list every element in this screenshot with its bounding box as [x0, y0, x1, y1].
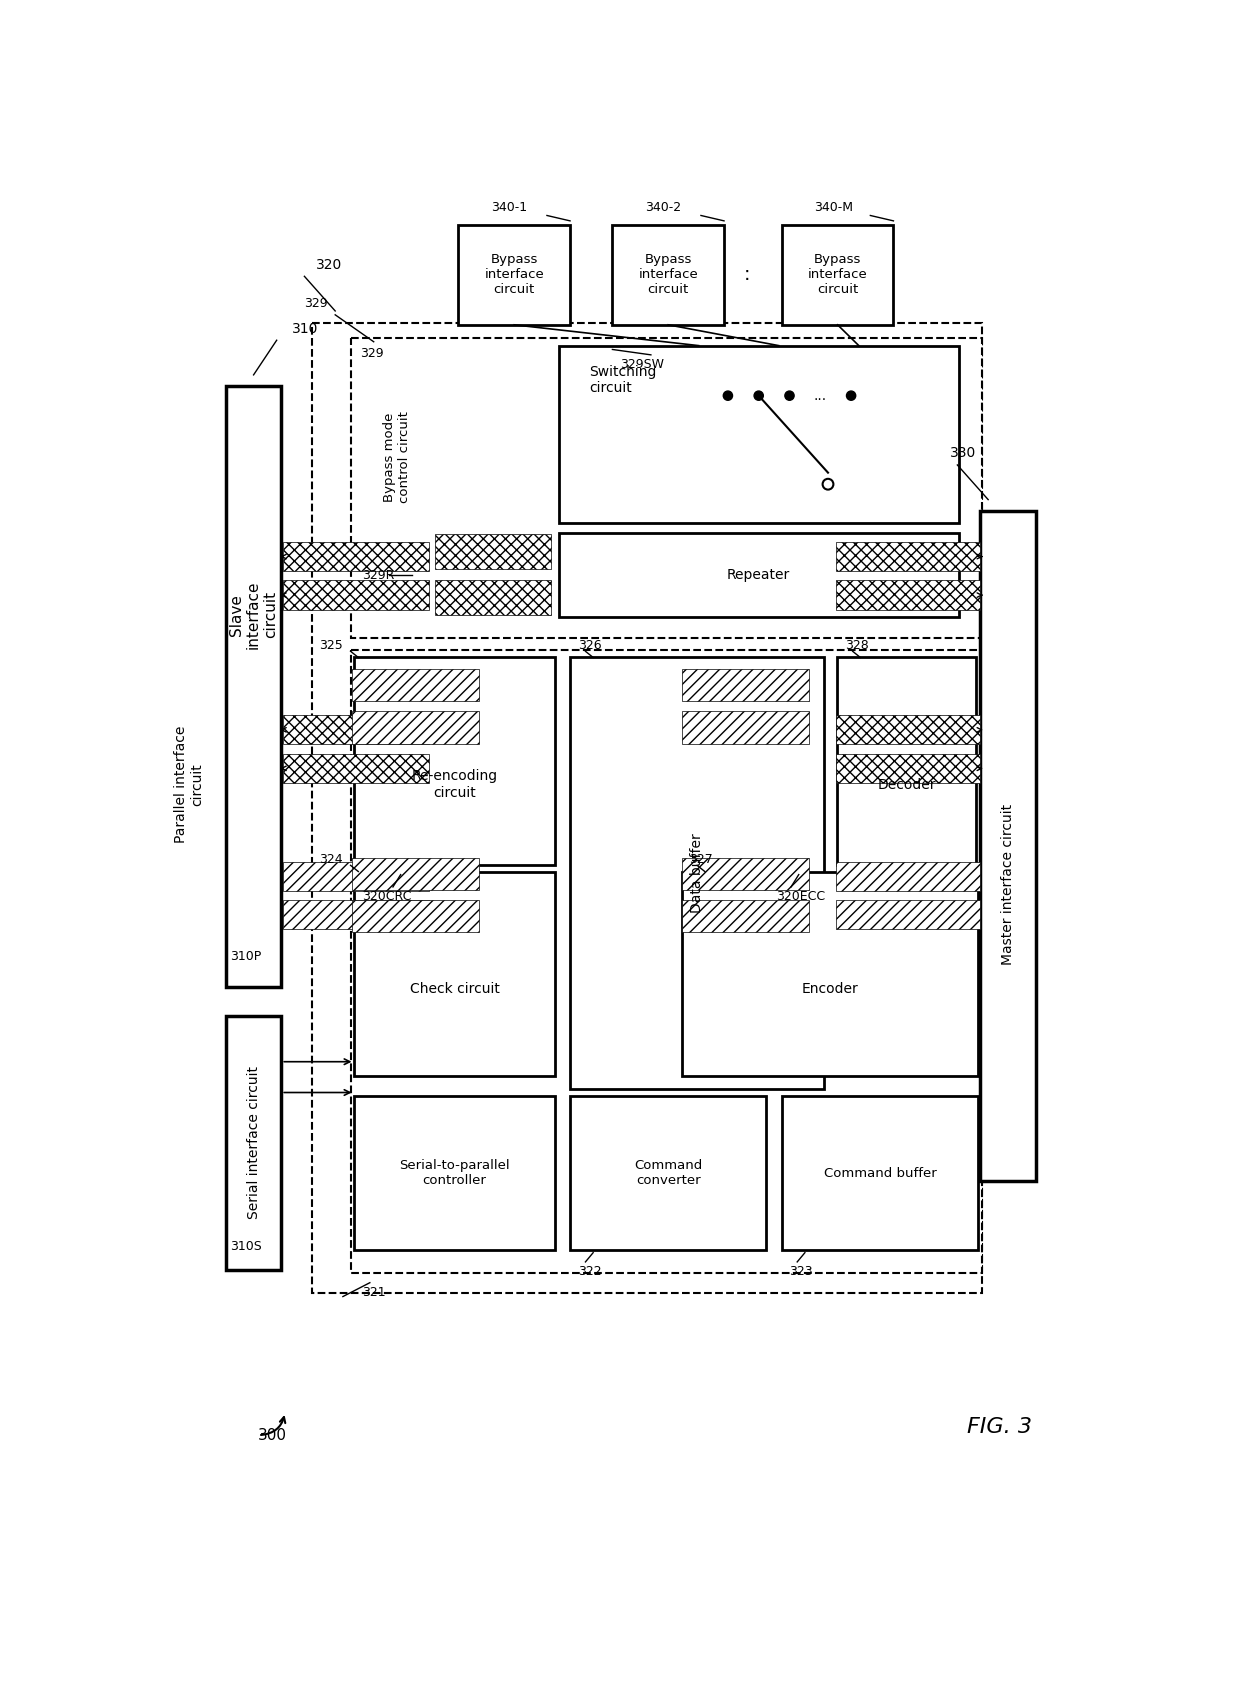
- Bar: [837, 657, 976, 865]
- Text: Data buffer: Data buffer: [691, 833, 704, 913]
- Bar: [682, 711, 808, 743]
- Text: 329SW: 329SW: [620, 359, 665, 371]
- Bar: [836, 542, 981, 571]
- Text: 326: 326: [578, 640, 601, 652]
- Text: 320: 320: [316, 257, 342, 273]
- Bar: [283, 581, 429, 609]
- Text: 310: 310: [293, 322, 319, 335]
- Text: Bypass
interface
circuit: Bypass interface circuit: [807, 254, 868, 296]
- Text: 322: 322: [578, 1265, 601, 1278]
- Bar: [355, 657, 554, 865]
- Bar: [981, 511, 1035, 1182]
- Text: Command
converter: Command converter: [634, 1160, 702, 1187]
- Text: 321: 321: [362, 1287, 386, 1299]
- Text: Encoder: Encoder: [801, 982, 858, 995]
- Bar: [352, 669, 479, 701]
- Bar: [682, 669, 808, 701]
- Text: 320ECC: 320ECC: [776, 889, 825, 902]
- Text: Bypass
interface
circuit: Bypass interface circuit: [485, 254, 544, 296]
- Bar: [682, 901, 808, 933]
- Bar: [836, 714, 981, 745]
- Text: Re-encoding
circuit: Re-encoding circuit: [412, 769, 497, 799]
- Bar: [352, 711, 479, 743]
- Bar: [613, 225, 724, 325]
- Text: Slave
interface
circuit: Slave interface circuit: [228, 581, 279, 648]
- Text: Switching
circuit: Switching circuit: [589, 366, 657, 396]
- Bar: [352, 901, 479, 933]
- Text: 324: 324: [319, 853, 343, 867]
- Text: 330: 330: [950, 447, 976, 460]
- Text: Bypass mode
control circuit: Bypass mode control circuit: [383, 411, 410, 503]
- Bar: [570, 657, 825, 1089]
- Bar: [283, 714, 429, 745]
- Bar: [351, 650, 982, 1273]
- Bar: [435, 535, 551, 569]
- Bar: [682, 858, 808, 891]
- Text: 310S: 310S: [231, 1239, 262, 1253]
- Bar: [558, 345, 959, 523]
- Text: FIG. 3: FIG. 3: [967, 1417, 1032, 1437]
- Text: Serial-to-parallel
controller: Serial-to-parallel controller: [399, 1160, 510, 1187]
- Text: 320CRC: 320CRC: [362, 889, 412, 902]
- Bar: [226, 1016, 281, 1270]
- Circle shape: [754, 391, 764, 400]
- Text: 310P: 310P: [231, 950, 262, 963]
- Text: 325: 325: [319, 640, 343, 652]
- Bar: [836, 862, 981, 891]
- Text: 340-1: 340-1: [491, 201, 527, 215]
- Text: 329: 329: [304, 296, 327, 310]
- Text: Bypass
interface
circuit: Bypass interface circuit: [639, 254, 698, 296]
- Bar: [283, 862, 429, 891]
- Bar: [351, 339, 982, 638]
- Text: 329: 329: [360, 347, 383, 361]
- Bar: [283, 901, 429, 929]
- Circle shape: [723, 391, 733, 400]
- Text: Parallel interface
circuit: Parallel interface circuit: [174, 726, 205, 843]
- Bar: [459, 225, 570, 325]
- Bar: [781, 1097, 978, 1251]
- Bar: [682, 872, 978, 1075]
- Bar: [558, 533, 959, 618]
- Circle shape: [785, 391, 794, 400]
- Bar: [352, 858, 479, 891]
- Text: Check circuit: Check circuit: [409, 982, 500, 995]
- Bar: [283, 753, 429, 782]
- Text: ...: ...: [813, 389, 827, 403]
- Bar: [312, 322, 982, 1293]
- Text: 340-2: 340-2: [645, 201, 681, 215]
- Circle shape: [847, 391, 856, 400]
- Bar: [781, 225, 894, 325]
- Text: :: :: [744, 266, 750, 284]
- Bar: [355, 1097, 554, 1251]
- Text: Command buffer: Command buffer: [823, 1166, 936, 1180]
- Bar: [836, 753, 981, 782]
- Bar: [570, 1097, 766, 1251]
- Bar: [836, 581, 981, 609]
- Text: Decoder: Decoder: [877, 777, 936, 792]
- Text: Serial interface circuit: Serial interface circuit: [247, 1067, 260, 1219]
- Text: 300: 300: [258, 1427, 288, 1442]
- Text: 323: 323: [790, 1265, 813, 1278]
- Bar: [836, 901, 981, 929]
- Bar: [435, 581, 551, 615]
- Text: Repeater: Repeater: [727, 569, 790, 582]
- Text: 340-M: 340-M: [815, 201, 853, 215]
- Text: 328: 328: [844, 640, 869, 652]
- Text: 329R: 329R: [362, 569, 394, 582]
- Bar: [283, 542, 429, 571]
- Bar: [355, 872, 554, 1075]
- Text: Master interface circuit: Master interface circuit: [1001, 804, 1016, 965]
- Text: 327: 327: [689, 853, 713, 867]
- Bar: [226, 386, 281, 987]
